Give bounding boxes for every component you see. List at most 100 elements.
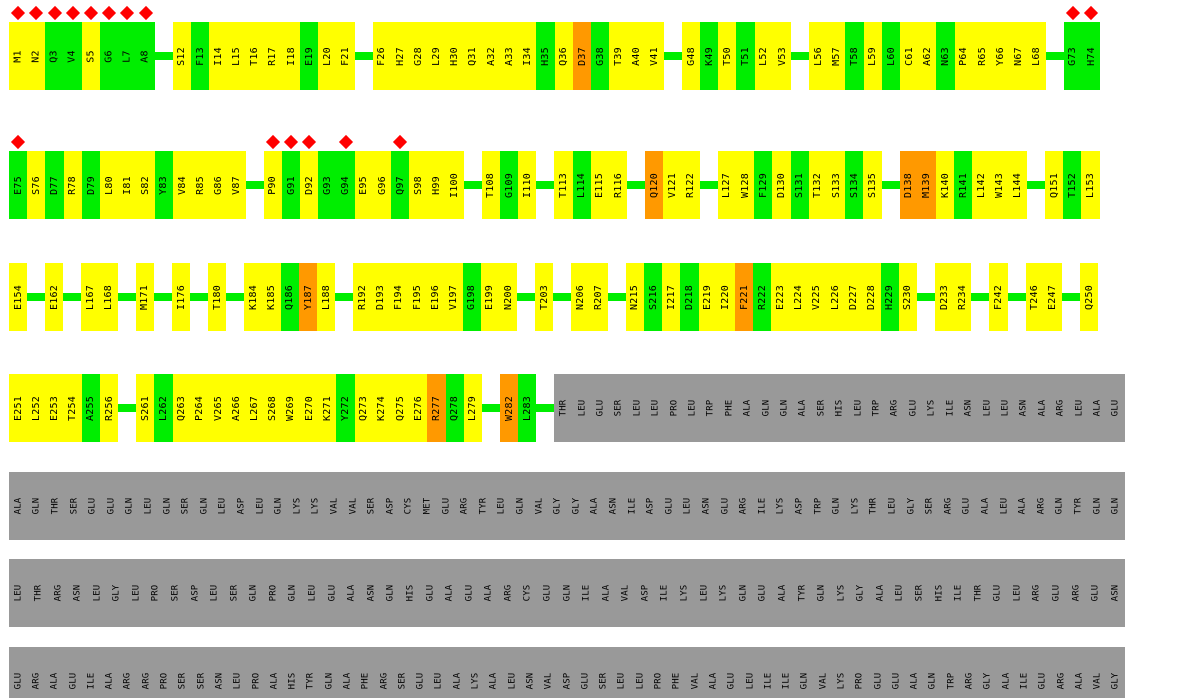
unmodeled-residue: ASP bbox=[185, 559, 205, 627]
residue-label: L283 bbox=[521, 395, 533, 421]
unmodeled-label: ALA bbox=[1001, 672, 1012, 690]
unmodeled-label: LYS bbox=[775, 497, 786, 515]
residue-cell: W143 bbox=[990, 151, 1009, 219]
unmodeled-label: GLY bbox=[552, 497, 563, 515]
unmodeled-residue: GLU bbox=[64, 647, 82, 698]
residue-cell: S5 bbox=[81, 22, 100, 90]
unmodeled-residue: LEU bbox=[214, 472, 233, 540]
residue-cell: E251 bbox=[9, 374, 28, 442]
unmodeled-residue: ALA bbox=[738, 374, 756, 442]
unmodeled-residue: ILE bbox=[623, 472, 642, 540]
unmodeled-residue: SER bbox=[610, 374, 628, 442]
residue-label: S216 bbox=[647, 284, 659, 310]
residue-cell: D227 bbox=[844, 263, 863, 331]
unmodeled-residue: ASP bbox=[381, 472, 400, 540]
unmodeled-label: SER bbox=[177, 672, 188, 690]
unmodeled-label: THR bbox=[558, 399, 569, 417]
unmodeled-residue: GLN bbox=[775, 374, 793, 442]
unmodeled-label: ILE bbox=[581, 584, 592, 602]
residue-cell: K271 bbox=[318, 374, 337, 442]
connector-link bbox=[482, 404, 500, 412]
unmodeled-label: LEU bbox=[981, 399, 992, 417]
residue-cell: Y272 bbox=[336, 374, 355, 442]
unmodeled-residue: PRO bbox=[264, 559, 284, 627]
unmodeled-residue: HIS bbox=[929, 559, 949, 627]
residue-cell: W269 bbox=[281, 374, 300, 442]
unmodeled-label: ALA bbox=[1017, 497, 1028, 515]
residue-cell: L252 bbox=[27, 374, 46, 442]
unmodeled-residue: LEU bbox=[890, 559, 910, 627]
unmodeled-residue: ARG bbox=[1066, 559, 1086, 627]
unmodeled-label: TRP bbox=[946, 672, 957, 690]
unmodeled-residue: SER bbox=[192, 647, 210, 698]
unmodeled-label: ALA bbox=[488, 672, 499, 690]
unmodeled-residue: LYS bbox=[288, 472, 307, 540]
residue-label: F242 bbox=[992, 284, 1004, 310]
unmodeled-label: ILE bbox=[627, 497, 638, 515]
unmodeled-residue: LEU bbox=[978, 374, 996, 442]
residue-cell: T132 bbox=[808, 151, 827, 219]
residue-label: G91 bbox=[285, 175, 297, 195]
unmodeled-residue: GLN bbox=[1051, 472, 1070, 540]
residue-label: Q151 bbox=[1048, 172, 1060, 198]
unmodeled-label: LEU bbox=[92, 584, 103, 602]
residue-label: V41 bbox=[649, 46, 661, 66]
residue-cell: M171 bbox=[135, 263, 154, 331]
unmodeled-label: ALA bbox=[601, 584, 612, 602]
unmodeled-residue: GLN bbox=[121, 472, 140, 540]
unmodeled-label: TRP bbox=[705, 399, 716, 417]
unmodeled-label: GLN bbox=[738, 584, 749, 602]
residue-cell: L7 bbox=[118, 22, 137, 90]
marker-diamond bbox=[393, 134, 408, 150]
unmodeled-residue: ALA bbox=[9, 472, 28, 540]
unmodeled-label: GLN bbox=[162, 497, 173, 515]
unmodeled-label: GLY bbox=[906, 497, 917, 515]
residue-label: L20 bbox=[321, 46, 333, 66]
connector-link bbox=[226, 293, 245, 301]
residue-cell: V84 bbox=[172, 151, 191, 219]
connector-link bbox=[536, 404, 555, 412]
marker-diamond bbox=[283, 134, 298, 150]
residue-cell: E154 bbox=[9, 263, 28, 331]
unmodeled-label: GLN bbox=[1110, 497, 1121, 515]
unmodeled-label: ARG bbox=[459, 497, 470, 515]
unmodeled-label: GLU bbox=[872, 672, 883, 690]
residue-label: M1 bbox=[12, 49, 24, 63]
residue-cell: T39 bbox=[609, 22, 628, 90]
unmodeled-label: GLU bbox=[1090, 584, 1101, 602]
connector-link bbox=[245, 181, 264, 189]
connector-link bbox=[517, 293, 536, 301]
unmodeled-label: GLU bbox=[13, 672, 24, 690]
unmodeled-label: LEU bbox=[507, 672, 518, 690]
marker-diamond bbox=[1065, 5, 1080, 21]
residue-cell: R256 bbox=[100, 374, 119, 442]
unmodeled-label: ARG bbox=[122, 672, 133, 690]
residue-label: L224 bbox=[793, 284, 805, 310]
unmodeled-residue: ASP bbox=[641, 472, 660, 540]
residue-label: Q278 bbox=[449, 395, 461, 421]
unmodeled-label: ASP bbox=[645, 497, 656, 515]
unmodeled-residue: ALA bbox=[485, 647, 503, 698]
residue-label: L7 bbox=[121, 49, 133, 63]
unmodeled-residue: GLU bbox=[1086, 559, 1106, 627]
residue-label: G48 bbox=[685, 46, 697, 66]
residue-cell: L142 bbox=[972, 151, 991, 219]
unmodeled-label: SER bbox=[816, 399, 827, 417]
unmodeled-residue: LEU bbox=[126, 559, 146, 627]
unmodeled-label: GLN bbox=[248, 584, 259, 602]
unmodeled-label: LEU bbox=[999, 497, 1010, 515]
unmodeled-label: LEU bbox=[1000, 399, 1011, 417]
residue-label: A40 bbox=[630, 46, 642, 66]
connector-link bbox=[154, 293, 172, 301]
residue-label: T152 bbox=[1066, 172, 1078, 198]
unmodeled-label: ALA bbox=[452, 672, 463, 690]
unmodeled-label: GLN bbox=[515, 497, 526, 515]
connector-link bbox=[463, 181, 482, 189]
residue-cell: E162 bbox=[45, 263, 64, 331]
residue-cell: I217 bbox=[662, 263, 681, 331]
residue-label: K274 bbox=[376, 395, 388, 421]
unmodeled-residue: GLU bbox=[459, 559, 479, 627]
unmodeled-label: ASN bbox=[963, 399, 974, 417]
unmodeled-residue: GLU bbox=[716, 472, 735, 540]
unmodeled-label: GLU bbox=[580, 672, 591, 690]
